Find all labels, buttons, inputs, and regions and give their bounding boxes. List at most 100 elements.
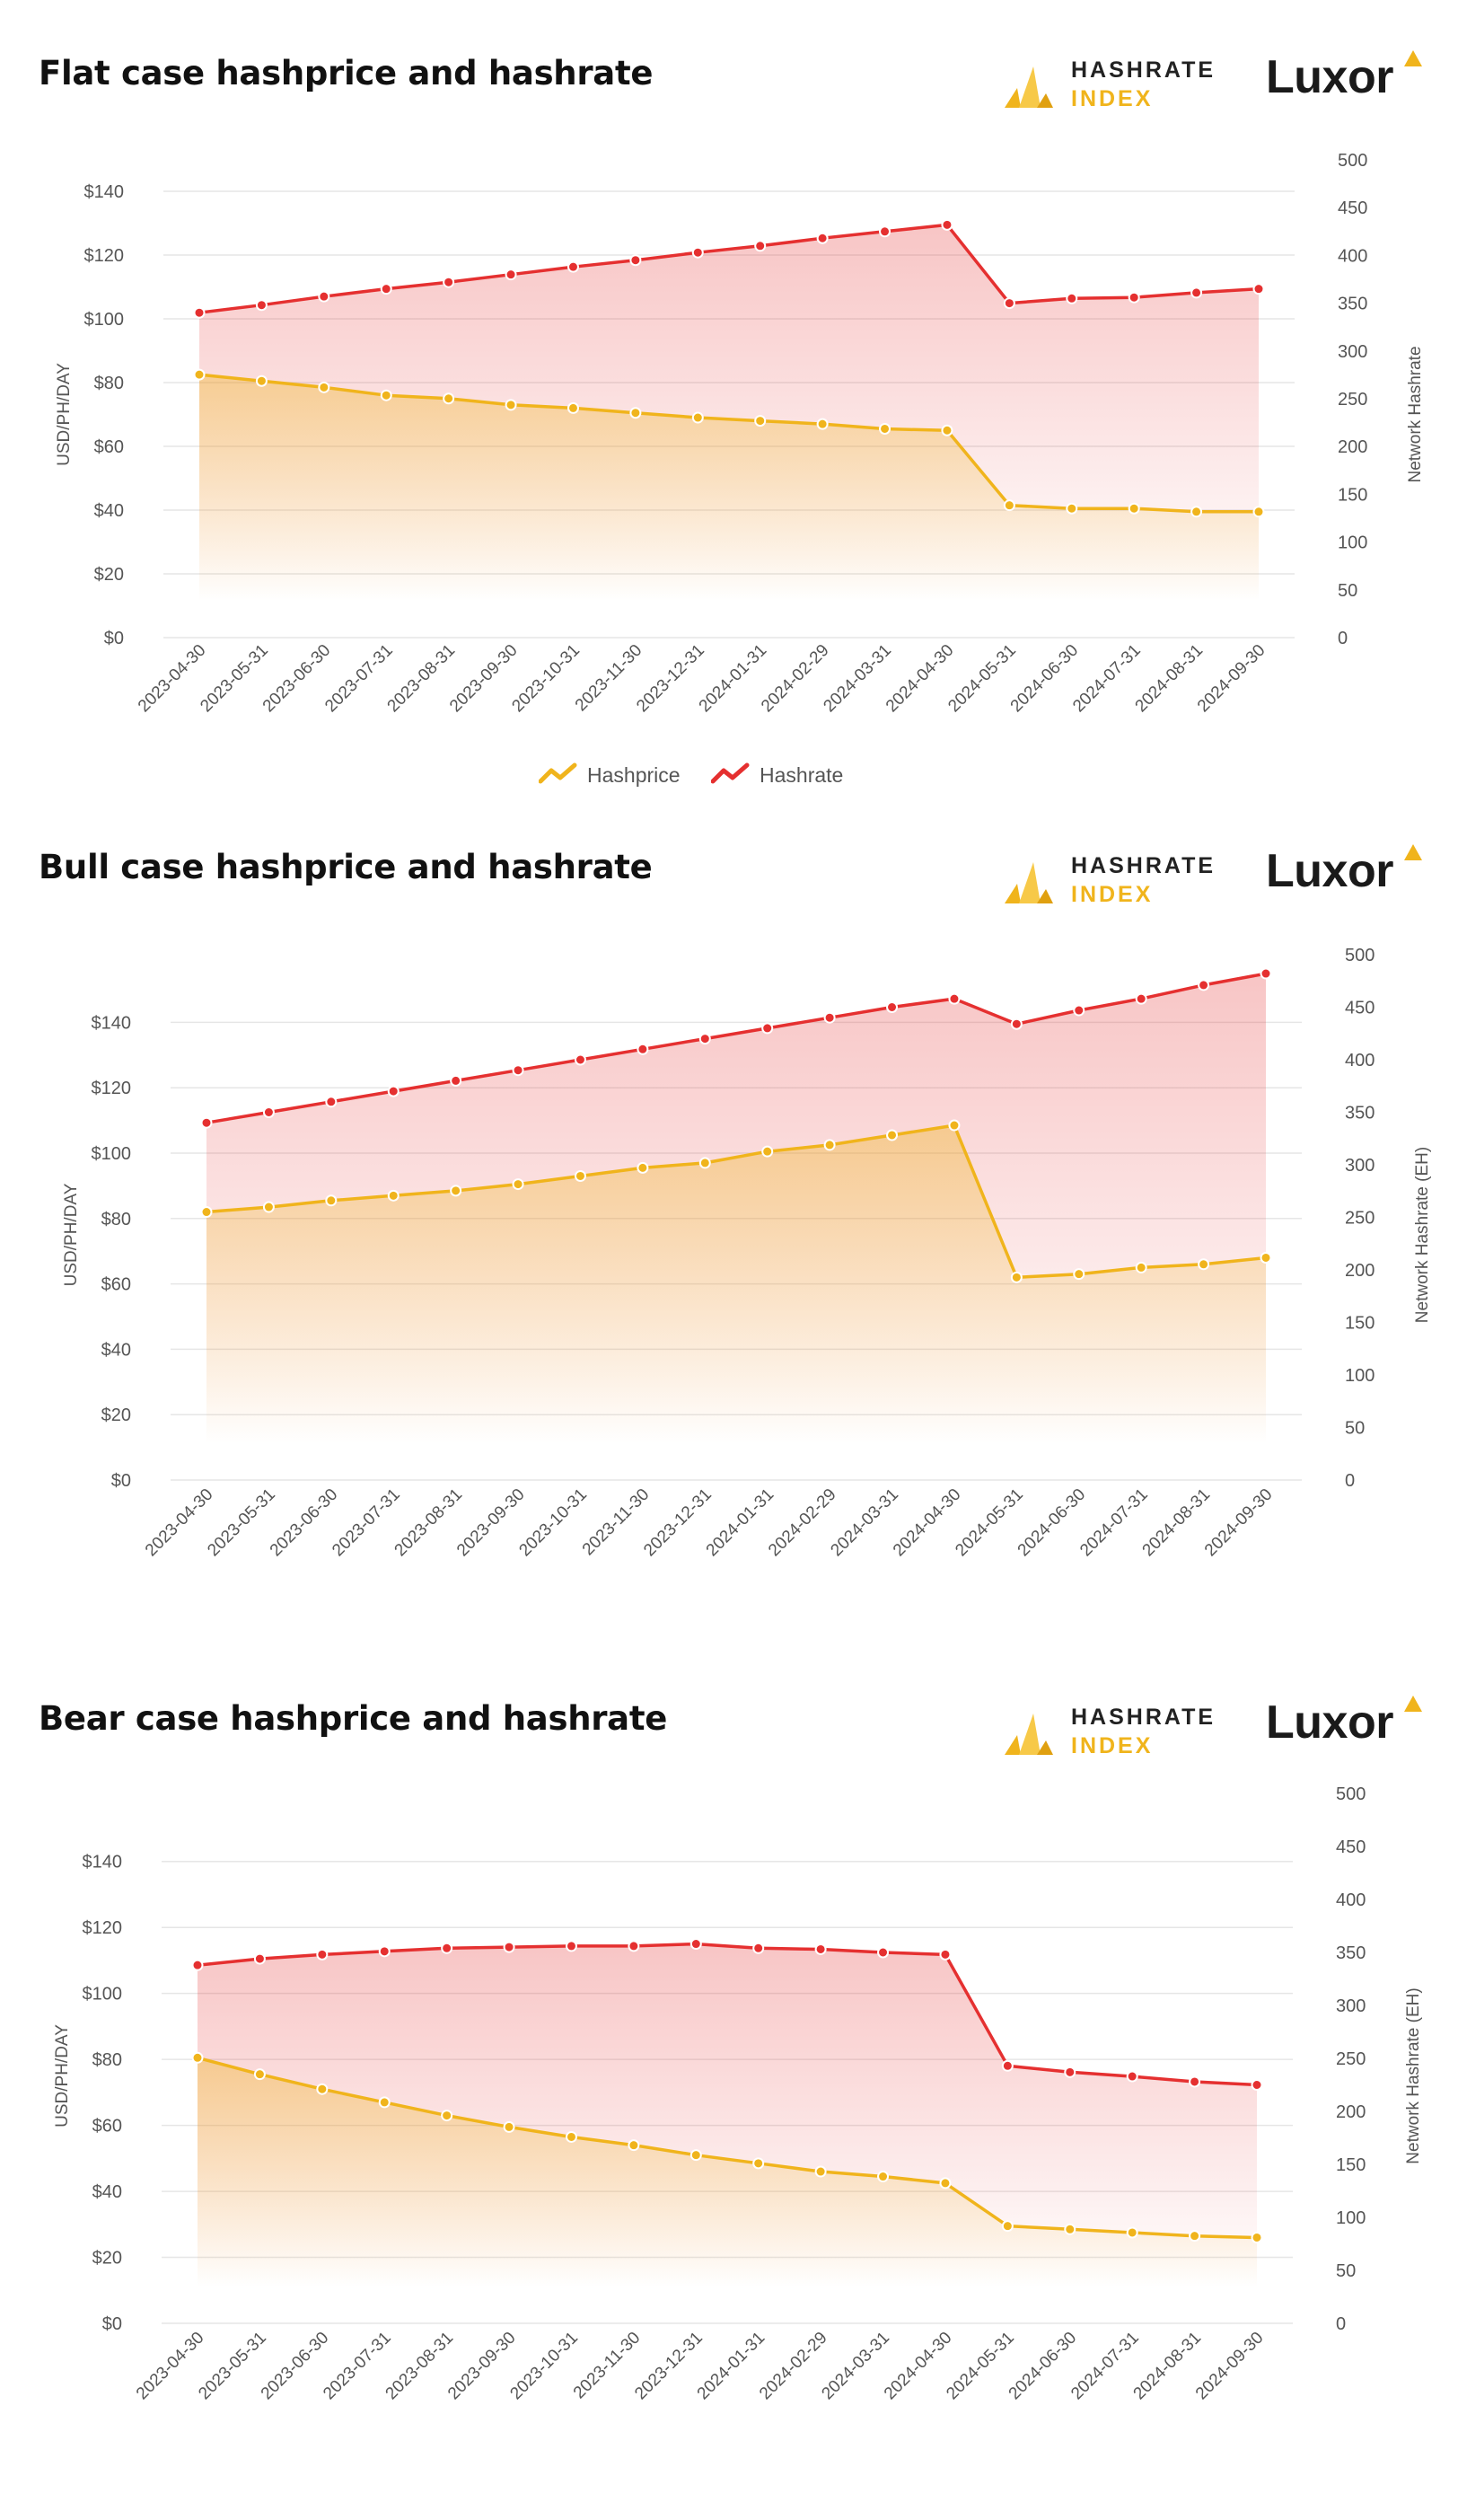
hashrate-point[interactable] xyxy=(698,1033,711,1045)
hashrate-point[interactable] xyxy=(752,1942,765,1954)
hashrate-point[interactable] xyxy=(816,232,829,244)
hashprice-point[interactable] xyxy=(450,1185,462,1197)
hashprice-point[interactable] xyxy=(1066,502,1078,515)
hashrate-point[interactable] xyxy=(1066,292,1078,304)
hashrate-point[interactable] xyxy=(877,1946,890,1959)
hashprice-point[interactable] xyxy=(886,1129,899,1141)
hashrate-point[interactable] xyxy=(441,1942,453,1954)
hashprice-point[interactable] xyxy=(255,374,268,387)
hashprice-point[interactable] xyxy=(1073,1268,1085,1281)
hashrate-point[interactable] xyxy=(378,1945,391,1958)
hashrate-point[interactable] xyxy=(262,1106,275,1118)
hashprice-point[interactable] xyxy=(1128,502,1140,515)
hashrate-point[interactable] xyxy=(193,306,206,319)
hashprice-point[interactable] xyxy=(948,1119,961,1132)
hashprice-point[interactable] xyxy=(628,2139,640,2152)
hashprice-point[interactable] xyxy=(941,424,953,436)
hashprice-point[interactable] xyxy=(629,407,642,419)
hashrate-point[interactable] xyxy=(200,1116,213,1129)
hashprice-point[interactable] xyxy=(1252,506,1265,518)
hashprice-point[interactable] xyxy=(318,381,330,393)
legend-item-hashrate[interactable]: Hashrate xyxy=(711,756,873,792)
hashprice-point[interactable] xyxy=(387,1189,400,1202)
hashrate-point[interactable] xyxy=(948,992,961,1005)
hashrate-point[interactable] xyxy=(886,1001,899,1013)
hashrate-point[interactable] xyxy=(574,1053,586,1066)
hashrate-point[interactable] xyxy=(1135,992,1147,1005)
hashprice-point[interactable] xyxy=(193,368,206,381)
hashrate-point[interactable] xyxy=(1126,2070,1138,2083)
hashrate-point[interactable] xyxy=(879,225,891,238)
hashrate-point[interactable] xyxy=(565,1940,577,1952)
hashrate-point[interactable] xyxy=(761,1022,774,1035)
hashrate-point[interactable] xyxy=(253,1952,266,1965)
hashrate-point[interactable] xyxy=(1260,967,1272,980)
hashrate-point[interactable] xyxy=(1252,283,1265,295)
hashrate-point[interactable] xyxy=(1003,297,1015,310)
hashrate-point[interactable] xyxy=(450,1074,462,1087)
hashrate-point[interactable] xyxy=(1073,1004,1085,1017)
hashprice-point[interactable] xyxy=(698,1157,711,1169)
hashrate-point[interactable] xyxy=(387,1085,400,1097)
hashrate-point[interactable] xyxy=(443,276,455,288)
hashrate-point[interactable] xyxy=(1190,286,1203,299)
hashrate-point[interactable] xyxy=(255,299,268,312)
hashprice-point[interactable] xyxy=(637,1161,649,1174)
hashrate-point[interactable] xyxy=(939,1948,952,1960)
hashrate-point[interactable] xyxy=(628,1940,640,1952)
hashprice-point[interactable] xyxy=(879,422,891,435)
hashprice-point[interactable] xyxy=(939,2177,952,2190)
hashprice-point[interactable] xyxy=(823,1139,836,1151)
hashrate-point[interactable] xyxy=(512,1064,524,1077)
hashrate-point[interactable] xyxy=(1010,1018,1023,1030)
hashrate-point[interactable] xyxy=(1189,2075,1201,2088)
hashrate-point[interactable] xyxy=(380,283,392,295)
hashprice-point[interactable] xyxy=(325,1194,338,1207)
hashprice-point[interactable] xyxy=(262,1201,275,1213)
hashprice-point[interactable] xyxy=(441,2110,453,2122)
hashprice-point[interactable] xyxy=(505,399,517,411)
hashprice-point[interactable] xyxy=(574,1169,586,1182)
hashrate-point[interactable] xyxy=(318,290,330,303)
hashprice-point[interactable] xyxy=(754,415,767,427)
hashprice-point[interactable] xyxy=(1001,2220,1014,2233)
hashprice-point[interactable] xyxy=(1126,2226,1138,2239)
hashrate-point[interactable] xyxy=(941,218,953,231)
hashrate-point[interactable] xyxy=(1001,2059,1014,2072)
hashprice-point[interactable] xyxy=(1189,2230,1201,2242)
hashrate-point[interactable] xyxy=(503,1941,515,1953)
hashprice-point[interactable] xyxy=(567,401,579,414)
hashprice-point[interactable] xyxy=(503,2120,515,2133)
legend-item-hashprice[interactable]: Hashprice xyxy=(539,756,709,792)
hashrate-point[interactable] xyxy=(754,240,767,252)
hashrate-point[interactable] xyxy=(1198,979,1210,991)
hashrate-point[interactable] xyxy=(316,1948,329,1960)
hashprice-point[interactable] xyxy=(565,2130,577,2143)
hashprice-point[interactable] xyxy=(191,2051,204,2064)
hashrate-point[interactable] xyxy=(823,1011,836,1024)
hashprice-point[interactable] xyxy=(378,2096,391,2109)
hashprice-point[interactable] xyxy=(200,1206,213,1219)
hashrate-point[interactable] xyxy=(1128,291,1140,304)
hashrate-point[interactable] xyxy=(637,1043,649,1055)
hashprice-point[interactable] xyxy=(1260,1251,1272,1264)
hashrate-point[interactable] xyxy=(567,260,579,273)
hashrate-point[interactable] xyxy=(1251,2079,1263,2091)
hashprice-point[interactable] xyxy=(316,2083,329,2095)
hashprice-point[interactable] xyxy=(1198,1258,1210,1271)
hashprice-point[interactable] xyxy=(1064,2223,1076,2235)
hashprice-point[interactable] xyxy=(512,1178,524,1191)
hashprice-point[interactable] xyxy=(691,411,704,424)
hashrate-point[interactable] xyxy=(691,246,704,259)
hashprice-point[interactable] xyxy=(1135,1261,1147,1273)
hashprice-point[interactable] xyxy=(443,392,455,405)
hashprice-point[interactable] xyxy=(761,1145,774,1158)
hashrate-point[interactable] xyxy=(629,254,642,267)
hashrate-point[interactable] xyxy=(689,1938,702,1951)
hashrate-point[interactable] xyxy=(325,1096,338,1108)
hashprice-point[interactable] xyxy=(752,2157,765,2170)
hashprice-point[interactable] xyxy=(1251,2231,1263,2243)
hashprice-point[interactable] xyxy=(1010,1271,1023,1283)
hashrate-point[interactable] xyxy=(191,1959,204,1971)
hashprice-point[interactable] xyxy=(1190,506,1203,518)
